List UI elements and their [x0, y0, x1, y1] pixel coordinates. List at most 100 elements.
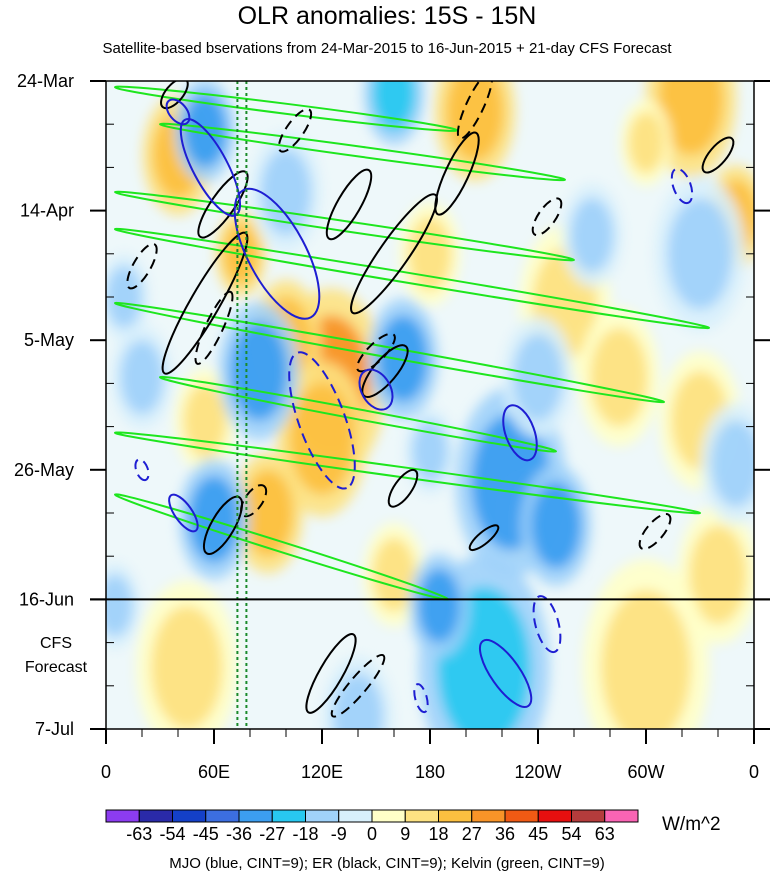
anomaly-blob — [230, 321, 288, 421]
anomaly-blob — [658, 81, 724, 156]
colorbar-label: -54 — [159, 824, 185, 844]
y-tick-label: 5-May — [24, 330, 74, 350]
er-contour — [356, 332, 396, 373]
colorbar-label: -45 — [193, 824, 219, 844]
y-tick-label: 7-Jul — [35, 719, 74, 739]
er-contour — [350, 193, 438, 315]
colorbar-label: 36 — [495, 824, 515, 844]
axes: 24-Mar 14-Apr 5-May 26-May 16-Jun 7-Jul CFS For… — [14, 71, 770, 782]
colorbar-box — [238, 809, 273, 823]
x-tick-label: 60E — [198, 762, 230, 782]
mjo-contour — [288, 351, 356, 490]
anomaly-blob — [120, 340, 164, 415]
kelvin-contour — [158, 122, 567, 182]
anomaly-blob — [590, 327, 648, 427]
anomaly-blob — [601, 590, 691, 729]
colorbar-box — [404, 809, 439, 823]
colorbar-box — [271, 809, 306, 823]
anomaly-blob — [710, 420, 754, 507]
mjo-contour — [413, 683, 429, 714]
mjo-contour — [168, 493, 199, 533]
mjo-contour — [502, 404, 538, 462]
colorbar-label: -63 — [126, 824, 152, 844]
er-contour — [468, 524, 500, 552]
er-contour — [456, 81, 494, 140]
mjo-contour — [670, 167, 694, 205]
colorbar-label: 45 — [528, 824, 548, 844]
kelvin-contour — [113, 227, 711, 330]
er-contour — [531, 197, 563, 237]
y-tick-label: 26-May — [14, 460, 74, 480]
anomaly-field — [106, 81, 754, 729]
colorbar-box — [138, 809, 173, 823]
kelvin-contour — [113, 85, 459, 132]
y-tick-label: 24-Mar — [17, 71, 74, 91]
colorbar-label: 63 — [595, 824, 615, 844]
er-contour — [330, 653, 386, 718]
x-tick-label: 120W — [514, 762, 561, 782]
anomaly-blob — [289, 383, 355, 495]
colorbar-box — [338, 809, 373, 823]
er-contour — [325, 168, 373, 241]
x-tick-label: 180 — [415, 762, 445, 782]
er-contour — [387, 468, 419, 508]
colorbar-label: -9 — [331, 824, 347, 844]
colorbar-box — [571, 809, 606, 823]
chart-subtitle: Satellite-based bservations from 24-Mar-… — [102, 40, 672, 57]
colorbar-box — [105, 809, 140, 823]
anomaly-blob — [151, 605, 223, 729]
anomaly-blob — [372, 81, 416, 131]
y-tick-label: 16-Jun — [19, 589, 74, 609]
colorbar-box — [438, 809, 473, 823]
y-tick-label: 14-Apr — [20, 201, 74, 221]
colorbar-label: 27 — [462, 824, 482, 844]
anomaly-blob — [570, 198, 614, 273]
colorbar-label: -27 — [259, 824, 285, 844]
contour-legend: MJO (blue, CINT=9); ER (black, CINT=9); … — [169, 855, 605, 872]
mjo-contour — [134, 458, 150, 482]
anomaly-blob — [667, 198, 733, 310]
colorbar: -63 -54 -45 -36 -27 -18 -9 0 9 18 27 36 45 54 63 — [105, 809, 639, 844]
anomaly-blob — [412, 420, 448, 483]
forecast-label-line2: Forecast — [25, 659, 88, 676]
chart-title: OLR anomalies: 15S - 15N — [237, 2, 537, 30]
x-tick-label: 0 — [749, 762, 759, 782]
anomaly-blob — [628, 111, 664, 174]
er-contour — [638, 513, 672, 550]
mjo-contour — [479, 638, 533, 708]
wave-contours — [113, 81, 735, 729]
mjo-contour — [358, 368, 394, 411]
anomaly-blobs — [106, 81, 754, 729]
anomaly-blob — [417, 568, 461, 643]
colorbar-label: -36 — [226, 824, 252, 844]
colorbar-box — [471, 809, 506, 823]
anomaly-blob — [242, 469, 294, 557]
anomaly-blob — [372, 537, 416, 612]
anomaly-blob — [106, 266, 142, 328]
anomaly-blob — [446, 81, 504, 162]
anomaly-blob — [377, 315, 429, 402]
colorbar-label: 18 — [428, 824, 448, 844]
anomaly-blob — [106, 574, 133, 637]
er-contour — [194, 290, 234, 365]
x-tick-label: 120E — [301, 762, 343, 782]
er-contour — [305, 633, 357, 714]
colorbar-box — [172, 809, 207, 823]
colorbar-box — [537, 809, 572, 823]
anomaly-blob — [183, 383, 227, 458]
colorbar-label: 0 — [367, 824, 377, 844]
colorbar-label: -18 — [292, 824, 318, 844]
kelvin-contour — [158, 375, 558, 453]
anomaly-blob — [530, 482, 582, 569]
colorbar-box — [604, 809, 639, 823]
mjo-contour — [532, 595, 562, 654]
forecast-label-line1: CFS — [40, 635, 72, 652]
mjo-contour — [165, 98, 191, 126]
kelvin-contour — [113, 301, 666, 404]
er-contour — [701, 136, 735, 174]
x-tick-label: 60W — [627, 762, 664, 782]
anomaly-blob — [332, 673, 384, 729]
kelvin-contour — [113, 431, 702, 515]
colorbar-box — [504, 809, 539, 823]
